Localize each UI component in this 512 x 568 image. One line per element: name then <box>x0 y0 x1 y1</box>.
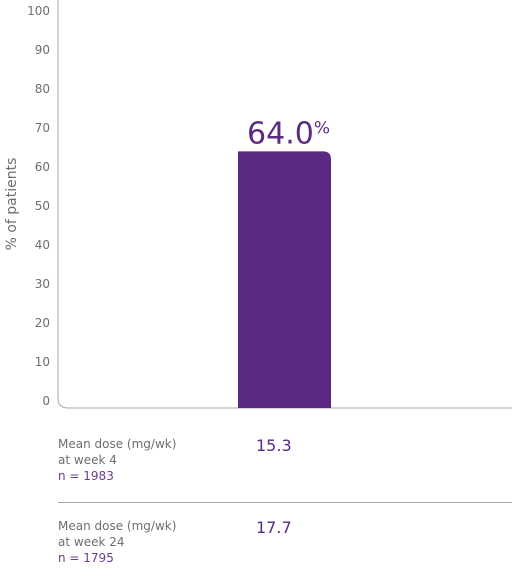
dose-value: 15.3 <box>256 436 292 455</box>
dose-label-line1: Mean dose (mg/wk) <box>58 437 177 451</box>
bar-value-unit: % <box>314 118 330 138</box>
y-tick-label: 80 <box>35 82 50 96</box>
dose-row-label: Mean dose (mg/wk) at week 24 n = 1795 <box>58 518 176 566</box>
bar-value-label: 64.0% <box>247 116 330 151</box>
y-tick-label: 10 <box>35 355 50 369</box>
dose-label-line1: Mean dose (mg/wk) <box>58 519 177 533</box>
bar-main <box>238 151 331 408</box>
y-axis-label: % of patients <box>4 157 20 251</box>
y-tick-label: 20 <box>35 316 50 330</box>
y-tick-label: 30 <box>35 277 50 291</box>
dose-row-label: Mean dose (mg/wk) at week 4 n = 1983 <box>58 436 176 484</box>
y-tick-label: 100 <box>27 4 50 18</box>
dose-label-line2: at week 4 <box>58 453 117 467</box>
y-tick-labels: 0 10 20 30 40 50 60 70 80 90 100 <box>27 4 50 408</box>
bar-value-number: 64.0 <box>247 116 314 151</box>
y-tick-label: 90 <box>35 43 50 57</box>
table-divider <box>58 502 512 503</box>
dose-row-week24: Mean dose (mg/wk) at week 24 n = 1795 17… <box>58 518 512 568</box>
y-tick-label: 60 <box>35 160 50 174</box>
dose-n: n = 1795 <box>58 551 114 565</box>
dose-row-week4: Mean dose (mg/wk) at week 4 n = 1983 15.… <box>58 436 512 486</box>
y-tick-label: 40 <box>35 238 50 252</box>
y-tick-label: 50 <box>35 199 50 213</box>
dose-label-line2: at week 24 <box>58 535 125 549</box>
axis-frame <box>57 0 512 409</box>
y-tick-label: 0 <box>42 394 50 408</box>
dose-n: n = 1983 <box>58 469 114 483</box>
bar-chart: 0 10 20 30 40 50 60 70 80 90 100 64.0% <box>27 0 512 409</box>
dose-value: 17.7 <box>256 518 292 537</box>
y-tick-label: 70 <box>35 121 50 135</box>
